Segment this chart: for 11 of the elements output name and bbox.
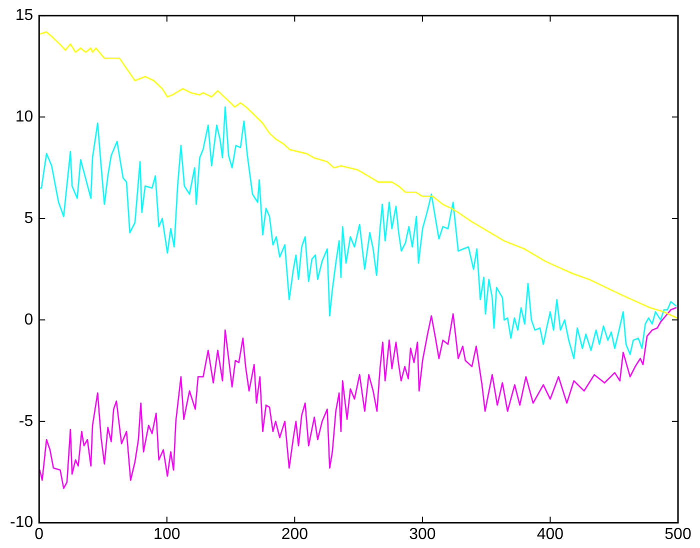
x-tick-label: 100 bbox=[154, 526, 180, 543]
y-tick-label: -5 bbox=[18, 412, 34, 430]
x-tick-label: 200 bbox=[281, 526, 308, 543]
y-tick-label: 0 bbox=[24, 311, 34, 328]
x-tick-label: 400 bbox=[536, 526, 564, 543]
y-tick-label: 10 bbox=[15, 108, 34, 126]
x-tick-label: 300 bbox=[409, 526, 436, 543]
y-tick-label: -10 bbox=[10, 514, 34, 532]
x-tick-label: 500 bbox=[664, 526, 692, 543]
y-tick-label: 5 bbox=[24, 210, 34, 227]
y-tick-label: 15 bbox=[15, 7, 34, 24]
